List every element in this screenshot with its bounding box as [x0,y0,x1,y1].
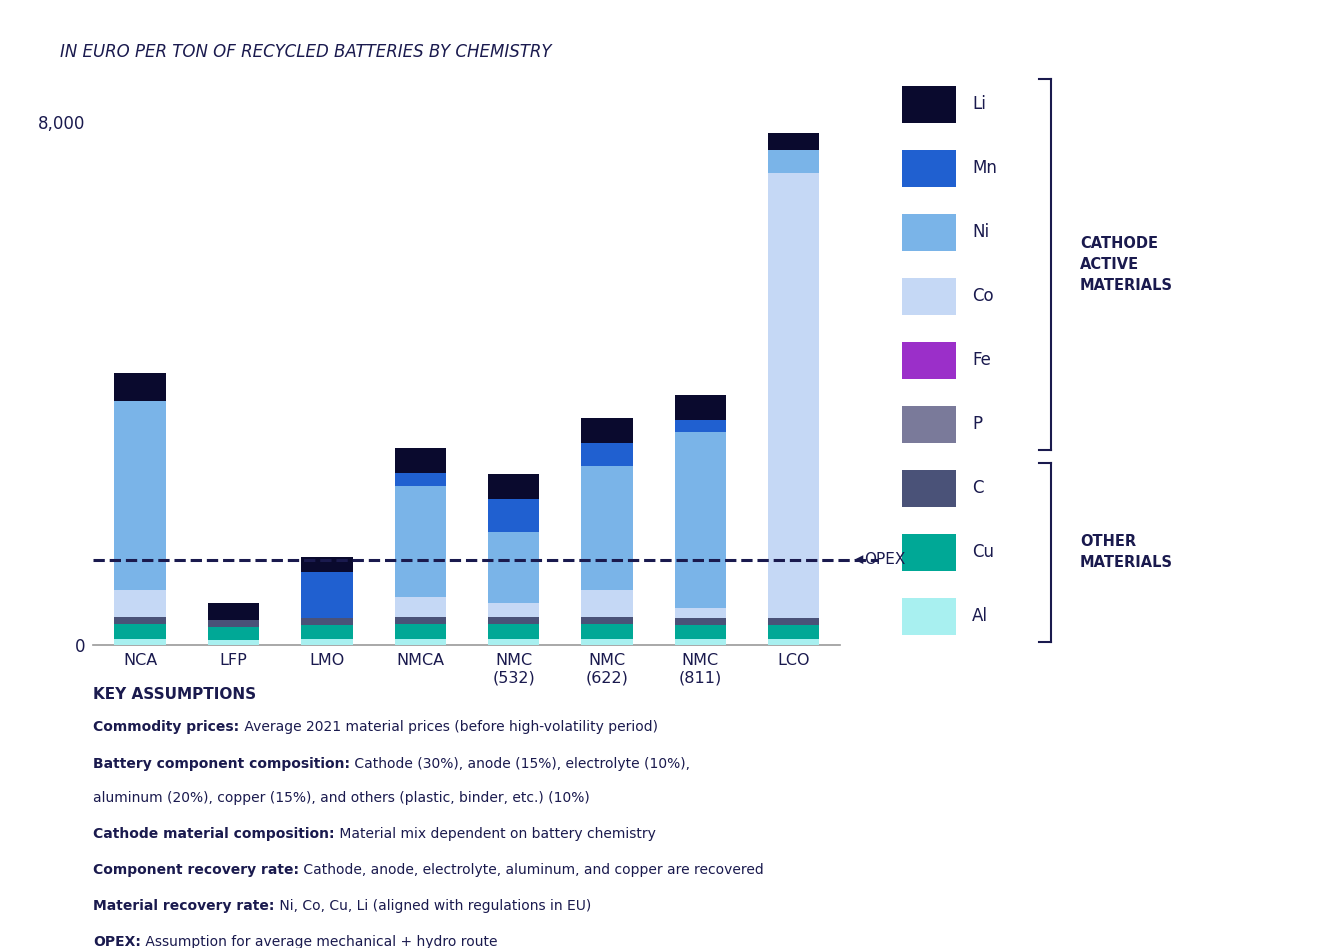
Bar [488,499,539,532]
Bar [488,625,539,639]
Text: OPEX: OPEX [864,552,906,567]
Bar [208,640,259,645]
Bar [902,406,955,443]
Text: Commodity prices:: Commodity prices: [93,720,240,735]
Bar [582,418,632,444]
Bar [675,639,726,645]
Bar [902,86,955,123]
Text: Cathode (30%), anode (15%), electrolyte (10%),: Cathode (30%), anode (15%), electrolyte … [351,757,691,771]
Text: aluminum (20%), copper (15%), and others (plastic, binder, etc.) (10%): aluminum (20%), copper (15%), and others… [93,791,590,805]
Bar [395,616,446,625]
Bar [208,627,259,640]
Text: OTHER
MATERIALS: OTHER MATERIALS [1081,535,1173,570]
Text: Assumption for average mechanical + hydro route: Assumption for average mechanical + hydr… [141,935,498,948]
Bar [488,604,539,616]
Bar [488,639,539,645]
Bar [395,447,446,473]
Text: Ni, Co, Cu, Li (aligned with regulations in EU): Ni, Co, Cu, Li (aligned with regulations… [275,899,591,913]
Bar [902,470,955,506]
Text: Cathode, anode, electrolyte, aluminum, and copper are recovered: Cathode, anode, electrolyte, aluminum, a… [299,863,764,877]
Bar [902,598,955,635]
Bar [395,597,446,616]
Text: Cu: Cu [972,543,994,561]
Bar [301,639,352,645]
Text: Fe: Fe [972,352,991,369]
Bar [582,466,632,591]
Bar [582,591,632,616]
Bar [902,342,955,379]
Bar [115,639,165,645]
Bar [301,557,352,572]
Text: Average 2021 material prices (before high-volatility period): Average 2021 material prices (before hig… [240,720,658,735]
Bar [675,431,726,608]
Bar [395,639,446,645]
Bar [395,625,446,639]
Bar [301,618,352,625]
Bar [768,151,819,173]
Bar [902,278,955,315]
Text: P: P [972,415,982,433]
Bar [768,173,819,618]
Bar [675,420,726,431]
Bar [768,618,819,625]
Bar [902,534,955,571]
Text: Mn: Mn [972,159,998,177]
Text: Li: Li [972,96,986,113]
Text: Cathode material composition:: Cathode material composition: [93,827,335,841]
Bar [768,625,819,639]
Bar [115,591,165,616]
Text: Al: Al [972,608,988,625]
Text: Co: Co [972,287,994,305]
Bar [208,603,259,620]
Bar [675,395,726,420]
Bar [115,374,165,401]
Bar [488,616,539,625]
Text: CATHODE
ACTIVE
MATERIALS: CATHODE ACTIVE MATERIALS [1081,236,1173,293]
Bar [768,133,819,151]
Bar [488,474,539,499]
Bar [301,625,352,639]
Text: Material recovery rate:: Material recovery rate: [93,899,275,913]
Bar [208,620,259,627]
Text: OPEX:: OPEX: [93,935,141,948]
Bar [115,625,165,639]
Bar [301,572,352,618]
Bar [582,639,632,645]
Text: Component recovery rate:: Component recovery rate: [93,863,299,877]
Bar [582,444,632,466]
Text: Battery component composition:: Battery component composition: [93,757,351,771]
Bar [902,214,955,251]
Bar [582,625,632,639]
Text: Ni: Ni [972,224,990,241]
Text: Material mix dependent on battery chemistry: Material mix dependent on battery chemis… [335,827,656,841]
Bar [115,401,165,591]
Text: KEY ASSUMPTIONS: KEY ASSUMPTIONS [93,687,256,702]
Bar [768,639,819,645]
Bar [115,616,165,625]
Bar [488,532,539,604]
Bar [675,618,726,625]
Bar [675,608,726,618]
Bar [675,625,726,639]
Text: IN EURO PER TON OF RECYCLED BATTERIES BY CHEMISTRY: IN EURO PER TON OF RECYCLED BATTERIES BY… [60,43,551,61]
Text: C: C [972,480,984,497]
Bar [395,473,446,485]
Bar [582,616,632,625]
Bar [395,485,446,597]
Bar [902,150,955,187]
